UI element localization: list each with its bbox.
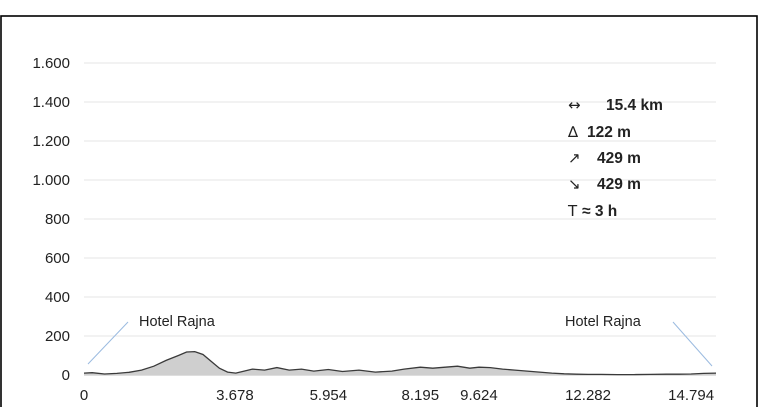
chart-frame bbox=[0, 15, 758, 407]
y-tick-label: 1.600 bbox=[32, 55, 70, 72]
x-tick-label: 8.195 bbox=[402, 387, 440, 404]
y-tick-label: 600 bbox=[45, 250, 70, 267]
y-tick-label: 200 bbox=[45, 328, 70, 345]
waypoint-annotations: Hotel Rajna Hotel Rajna bbox=[87, 314, 713, 367]
elevation-series bbox=[83, 350, 717, 376]
y-tick-label: 1.000 bbox=[32, 172, 70, 189]
end-waypoint-label: Hotel Rajna bbox=[565, 314, 642, 330]
gridlines bbox=[84, 62, 716, 376]
y-tick-label: 0 bbox=[62, 367, 70, 384]
distance-value: 15.4 km bbox=[606, 97, 663, 114]
elevation-line bbox=[83, 350, 717, 376]
x-tick-label: 9.624 bbox=[460, 387, 498, 404]
ascent-value: 429 m bbox=[597, 150, 641, 167]
descent-icon: ↘ bbox=[568, 175, 581, 193]
y-tick-label: 800 bbox=[45, 211, 70, 228]
x-tick-label: 3.678 bbox=[216, 387, 254, 404]
x-axis-ticks: 0 3.678 5.954 8.195 9.624 12.282 14.794 bbox=[80, 387, 714, 404]
x-tick-label: 12.282 bbox=[565, 387, 611, 404]
y-tick-label: 400 bbox=[45, 289, 70, 306]
elevation-delta-value: 122 m bbox=[587, 124, 631, 141]
elevation-delta-icon: ∆ bbox=[567, 123, 579, 141]
y-tick-label: 1.200 bbox=[32, 133, 70, 150]
descent-value: 429 m bbox=[597, 176, 641, 193]
y-axis-ticks: 0 200 400 600 800 1.000 1.200 1.400 1.600 bbox=[32, 55, 70, 384]
x-tick-label: 5.954 bbox=[310, 387, 348, 404]
start-waypoint-label: Hotel Rajna bbox=[139, 314, 216, 330]
x-tick-label: 0 bbox=[80, 387, 88, 404]
ascent-icon: ↗ bbox=[568, 149, 581, 167]
end-waypoint-leader bbox=[672, 321, 713, 367]
x-tick-label: 14.794 bbox=[668, 387, 714, 404]
duration-icon: T bbox=[567, 202, 578, 220]
start-waypoint-leader bbox=[87, 321, 129, 365]
distance-icon: ↔ bbox=[568, 96, 581, 114]
route-stats-panel: ↔ 15.4 km ∆ 122 m ↗ 429 m ↘ 429 m T ≈ 3 … bbox=[567, 96, 663, 220]
duration-value: ≈ 3 h bbox=[582, 203, 617, 220]
y-tick-label: 1.400 bbox=[32, 94, 70, 111]
